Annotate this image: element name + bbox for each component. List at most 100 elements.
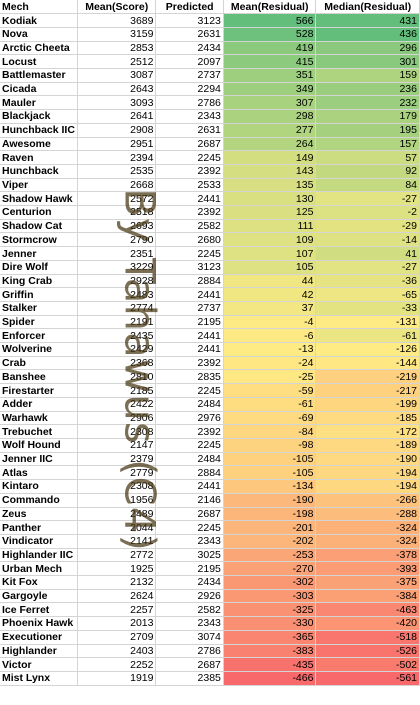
mean-residual-cell[interactable]: 566 (223, 13, 317, 28)
median-residual-cell[interactable]: 195 (315, 123, 420, 138)
mean-score-cell[interactable]: 2853 (77, 41, 157, 56)
mean-score-cell[interactable]: 2779 (77, 465, 157, 481)
mech-cell[interactable]: Phoenix Hawk (0, 616, 78, 631)
mean-score-cell[interactable]: 2403 (77, 644, 157, 659)
mean-residual-cell[interactable]: 111 (223, 219, 317, 234)
mean-score-cell[interactable]: 2351 (77, 246, 157, 261)
predicted-cell[interactable]: 2441 (155, 328, 224, 344)
mean-score-cell[interactable]: 3229 (77, 260, 157, 275)
mech-cell[interactable]: Griffin (0, 287, 78, 302)
median-residual-cell[interactable]: -378 (315, 548, 420, 563)
predicted-cell[interactable]: 2441 (155, 191, 224, 207)
mean-residual-cell[interactable]: -6 (223, 328, 317, 344)
mech-cell[interactable]: Urban Mech (0, 561, 78, 577)
median-residual-cell[interactable]: 436 (315, 27, 420, 42)
mean-score-cell[interactable]: 2429 (77, 342, 157, 357)
median-residual-cell[interactable]: 296 (315, 41, 420, 56)
median-residual-cell[interactable]: -375 (315, 575, 420, 590)
mean-score-cell[interactable]: 2624 (77, 589, 157, 604)
median-residual-cell[interactable]: -131 (315, 315, 420, 330)
header-mean-residual[interactable]: Mean(Residual) (223, 0, 317, 15)
predicted-cell[interactable]: 2582 (155, 219, 224, 234)
mean-score-cell[interactable]: 2394 (77, 150, 157, 165)
mech-cell[interactable]: Zeus (0, 507, 78, 522)
mean-residual-cell[interactable]: -325 (223, 602, 317, 618)
predicted-cell[interactable]: 2631 (155, 123, 224, 138)
mean-residual-cell[interactable]: -365 (223, 630, 317, 645)
mech-cell[interactable]: Highlander IIC (0, 548, 78, 563)
mean-score-cell[interactable]: 2772 (77, 548, 157, 563)
mean-residual-cell[interactable]: 44 (223, 274, 317, 289)
median-residual-cell[interactable]: 232 (315, 95, 420, 111)
mech-cell[interactable]: Victor (0, 657, 78, 672)
predicted-cell[interactable]: 2533 (155, 178, 224, 193)
median-residual-cell[interactable]: -65 (315, 287, 420, 302)
mean-score-cell[interactable]: 2308 (77, 424, 157, 439)
mech-cell[interactable]: Enforcer (0, 328, 78, 344)
mean-score-cell[interactable]: 1956 (77, 493, 157, 508)
mech-cell[interactable]: Trebuchet (0, 424, 78, 439)
mean-residual-cell[interactable]: -270 (223, 561, 317, 577)
predicted-cell[interactable]: 2786 (155, 644, 224, 659)
mean-score-cell[interactable]: 2668 (77, 178, 157, 193)
median-residual-cell[interactable]: 431 (315, 13, 420, 28)
mean-score-cell[interactable]: 2132 (77, 575, 157, 590)
predicted-cell[interactable]: 2434 (155, 575, 224, 590)
mean-score-cell[interactable]: 2641 (77, 109, 157, 124)
mech-cell[interactable]: Ice Ferret (0, 602, 78, 618)
median-residual-cell[interactable]: -526 (315, 644, 420, 659)
mean-score-cell[interactable]: 2185 (77, 383, 157, 398)
mean-residual-cell[interactable]: 37 (223, 301, 317, 316)
mean-residual-cell[interactable]: 105 (223, 260, 317, 275)
mech-cell[interactable]: Gargoyle (0, 589, 78, 604)
mech-cell[interactable]: Kodiak (0, 13, 78, 28)
mech-cell[interactable]: Atlas (0, 465, 78, 481)
median-residual-cell[interactable]: -144 (315, 356, 420, 371)
predicted-cell[interactable]: 2434 (155, 41, 224, 56)
median-residual-cell[interactable]: -194 (315, 479, 420, 494)
predicted-cell[interactable]: 2195 (155, 561, 224, 577)
predicted-cell[interactable]: 2441 (155, 342, 224, 357)
median-residual-cell[interactable]: -420 (315, 616, 420, 631)
mean-residual-cell[interactable]: 415 (223, 54, 317, 70)
predicted-cell[interactable]: 2680 (155, 232, 224, 248)
mech-cell[interactable]: Centurion (0, 205, 78, 220)
median-residual-cell[interactable]: -2 (315, 205, 420, 220)
mech-cell[interactable]: Shadow Hawk (0, 191, 78, 207)
mech-cell[interactable]: King Crab (0, 274, 78, 289)
mech-cell[interactable]: Hunchback IIC (0, 123, 78, 138)
median-residual-cell[interactable]: -217 (315, 383, 420, 398)
mech-cell[interactable]: Dire Wolf (0, 260, 78, 275)
header-median-residual[interactable]: Median(Residual) (315, 0, 420, 15)
predicted-cell[interactable]: 2884 (155, 465, 224, 481)
mean-score-cell[interactable]: 2774 (77, 301, 157, 316)
mean-score-cell[interactable]: 3689 (77, 13, 157, 28)
mean-residual-cell[interactable]: -25 (223, 369, 317, 385)
mean-residual-cell[interactable]: -302 (223, 575, 317, 590)
predicted-cell[interactable]: 2392 (155, 424, 224, 439)
predicted-cell[interactable]: 2631 (155, 27, 224, 42)
predicted-cell[interactable]: 2835 (155, 369, 224, 385)
median-residual-cell[interactable]: -266 (315, 493, 420, 508)
mean-residual-cell[interactable]: -4 (223, 315, 317, 330)
median-residual-cell[interactable]: -518 (315, 630, 420, 645)
median-residual-cell[interactable]: 41 (315, 246, 420, 261)
mean-residual-cell[interactable]: -198 (223, 507, 317, 522)
mech-cell[interactable]: Wolf Hound (0, 438, 78, 453)
mean-score-cell[interactable]: 2013 (77, 616, 157, 631)
mech-cell[interactable]: Crab (0, 356, 78, 371)
predicted-cell[interactable]: 2245 (155, 438, 224, 453)
mean-score-cell[interactable]: 2489 (77, 507, 157, 522)
median-residual-cell[interactable]: -219 (315, 369, 420, 385)
median-residual-cell[interactable]: 179 (315, 109, 420, 124)
median-residual-cell[interactable]: 301 (315, 54, 420, 70)
predicted-cell[interactable]: 3123 (155, 13, 224, 28)
predicted-cell[interactable]: 2786 (155, 95, 224, 111)
mean-residual-cell[interactable]: -466 (223, 671, 317, 686)
mean-residual-cell[interactable]: 298 (223, 109, 317, 124)
mean-residual-cell[interactable]: 130 (223, 191, 317, 207)
predicted-cell[interactable]: 2343 (155, 534, 224, 549)
mean-residual-cell[interactable]: 419 (223, 41, 317, 56)
median-residual-cell[interactable]: -393 (315, 561, 420, 577)
mean-score-cell[interactable]: 2147 (77, 438, 157, 453)
